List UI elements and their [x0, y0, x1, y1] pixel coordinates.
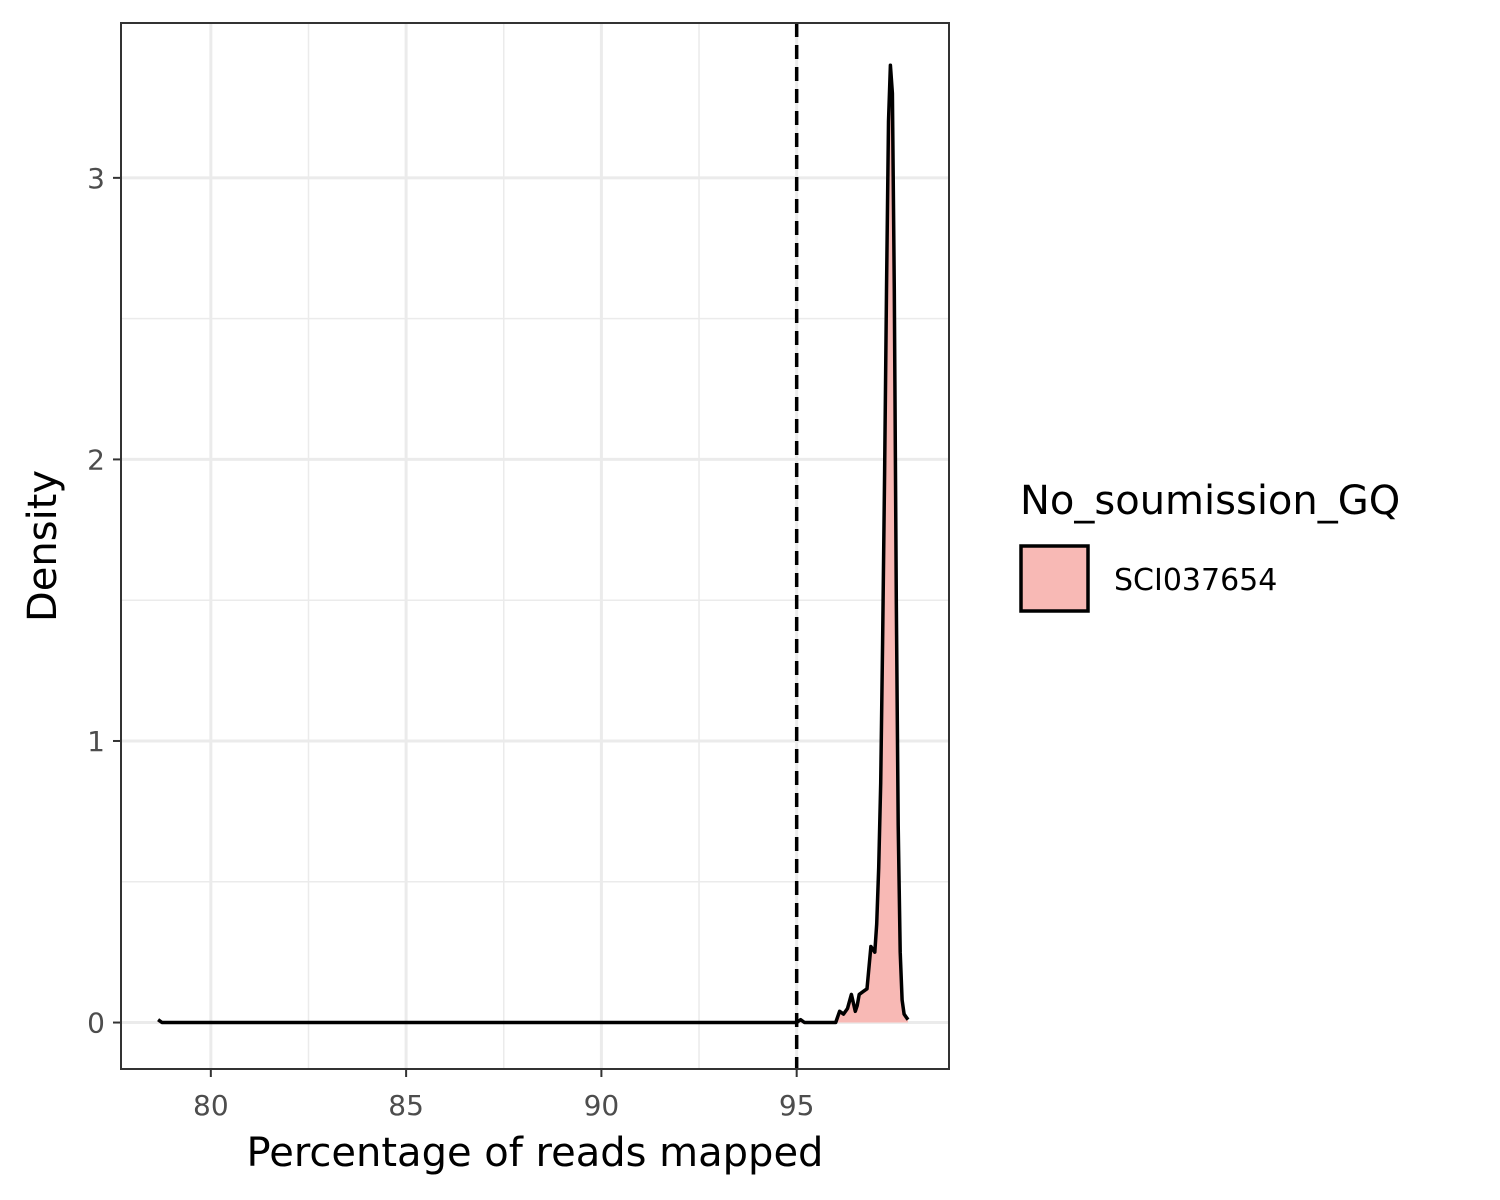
x-tick-label: 80 — [193, 1089, 229, 1122]
x-axis-title: Percentage of reads mapped — [247, 1130, 824, 1176]
legend-key — [1019, 544, 1090, 613]
panel-border — [120, 22, 950, 1070]
legend-label: SCI037654 — [1114, 563, 1277, 598]
axes: 80 85 90 95 0 1 2 3 — [87, 162, 814, 1122]
y-axis-title: Density — [20, 470, 66, 622]
legend: No_soumission_GQ SCI037654 — [1019, 478, 1400, 613]
y-tick-label: 2 — [87, 443, 105, 476]
y-tick-label: 3 — [87, 162, 105, 195]
y-tick-label: 0 — [87, 1007, 105, 1040]
x-tick-label: 85 — [388, 1089, 424, 1122]
legend-title: No_soumission_GQ — [1020, 478, 1400, 524]
grid — [121, 23, 949, 1069]
x-tick-label: 90 — [584, 1089, 620, 1122]
x-tick-label: 95 — [779, 1089, 815, 1122]
y-tick-label: 1 — [87, 725, 105, 758]
